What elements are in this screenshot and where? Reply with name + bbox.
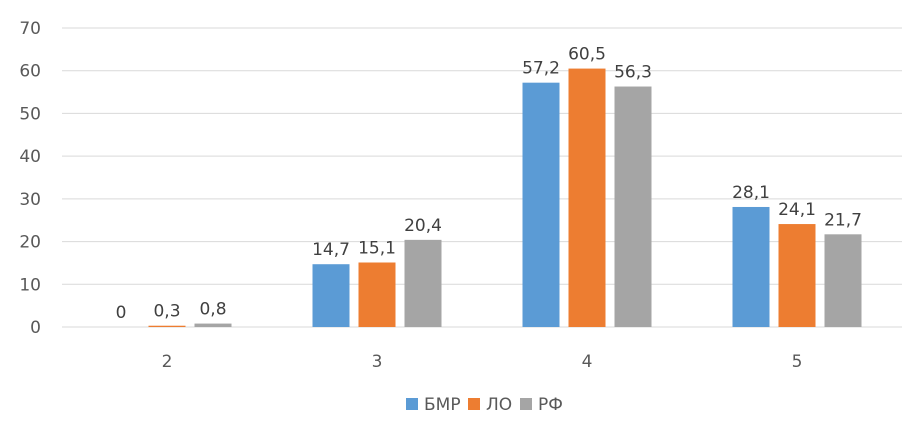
bar-ЛО-4 <box>568 68 606 327</box>
data-label: 0 <box>116 303 127 323</box>
bars <box>148 68 862 327</box>
bar-БМР-4 <box>522 82 560 327</box>
x-tick-label: 5 <box>792 352 803 372</box>
bar-ЛО-5 <box>778 224 816 327</box>
bar-БМР-3 <box>312 264 350 327</box>
y-tick-label: 20 <box>19 233 41 253</box>
legend-label: БМР <box>424 395 461 415</box>
gridlines <box>62 27 902 328</box>
bar-ЛО-3 <box>358 262 396 327</box>
data-label: 56,3 <box>614 63 652 83</box>
data-label: 60,5 <box>568 45 606 65</box>
x-tick-label: 3 <box>372 352 383 372</box>
data-label: 0,3 <box>153 302 180 322</box>
bar-БМР-5 <box>732 206 770 327</box>
legend-swatch-ЛО <box>468 398 480 410</box>
y-axis: 0 10 20 30 40 50 60 70 <box>19 19 41 338</box>
y-tick-label: 40 <box>19 147 41 167</box>
data-label: 57,2 <box>522 59 560 79</box>
x-axis: 2 3 4 5 <box>162 352 803 372</box>
bar-РФ-2 <box>194 323 232 327</box>
bar-ЛО-2 <box>148 325 186 327</box>
legend-label: РФ <box>538 395 563 415</box>
y-tick-label: 60 <box>19 62 41 82</box>
y-tick-label: 0 <box>30 318 41 338</box>
x-tick-label: 4 <box>582 352 593 372</box>
y-tick-label: 70 <box>19 19 41 39</box>
legend-swatch-РФ <box>520 398 532 410</box>
data-label: 20,4 <box>404 216 442 236</box>
legend-label: ЛО <box>486 395 512 415</box>
data-label: 15,1 <box>358 239 396 259</box>
data-label: 0,8 <box>199 300 226 320</box>
x-tick-label: 2 <box>162 352 173 372</box>
data-label: 28,1 <box>732 183 770 203</box>
bar-РФ-3 <box>404 239 442 327</box>
y-tick-label: 10 <box>19 275 41 295</box>
y-tick-label: 50 <box>19 104 41 124</box>
legend-swatch-БМР <box>406 398 418 410</box>
y-tick-label: 30 <box>19 190 41 210</box>
bar-РФ-5 <box>824 234 862 327</box>
legend: БМР ЛО РФ <box>406 395 563 415</box>
bar-РФ-4 <box>614 86 652 327</box>
data-label: 21,7 <box>824 210 862 230</box>
data-label: 24,1 <box>778 200 816 220</box>
data-labels: 0 0,3 0,8 14,7 15,1 20,4 57,2 60,5 56,3 28,1 24,1 2… <box>116 45 862 323</box>
data-label: 14,7 <box>312 240 350 260</box>
